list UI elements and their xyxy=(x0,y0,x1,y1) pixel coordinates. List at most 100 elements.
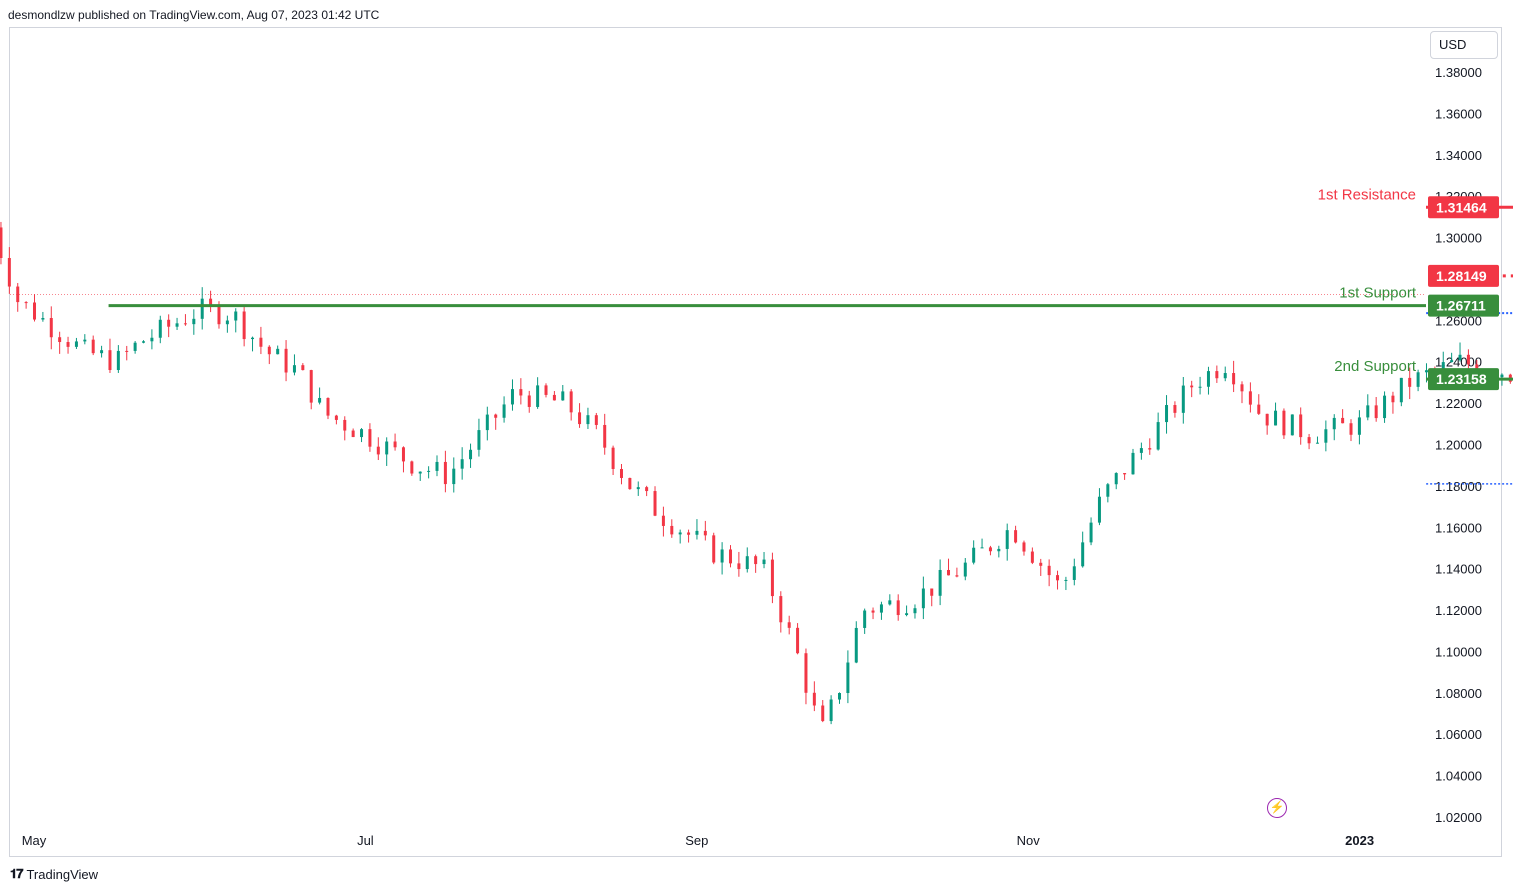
candle-body xyxy=(1332,417,1336,430)
candle-body xyxy=(938,569,942,596)
candle-body xyxy=(469,449,473,460)
y-tick-label: 1.26000 xyxy=(1435,313,1482,328)
candle-body xyxy=(242,311,246,340)
candle-body xyxy=(1022,542,1026,552)
y-tick-label: 1.38000 xyxy=(1435,65,1482,80)
candle-body xyxy=(116,350,120,371)
candle-body xyxy=(167,319,171,327)
candle-body xyxy=(41,318,45,320)
candle-body xyxy=(527,395,531,407)
currency-selector[interactable]: USD xyxy=(1430,31,1498,59)
candle-body xyxy=(712,535,716,563)
candle-body xyxy=(494,414,498,418)
candle-body xyxy=(225,320,229,325)
candle-body xyxy=(502,404,506,418)
candle-body xyxy=(267,346,271,355)
candle-body xyxy=(66,342,70,347)
candle-body xyxy=(1047,565,1051,576)
price-tag xyxy=(1428,294,1499,317)
candle-body xyxy=(410,461,414,474)
candle-body xyxy=(737,563,741,570)
candle-body xyxy=(1500,374,1504,378)
candle-body xyxy=(921,588,925,609)
candle-body xyxy=(276,348,280,355)
lightning-icon[interactable]: ⚡ xyxy=(1267,798,1287,818)
candle-body xyxy=(871,610,875,613)
candle-body xyxy=(1173,405,1177,413)
candle-body xyxy=(611,447,615,469)
candle-body xyxy=(318,397,322,403)
candle-body xyxy=(829,699,833,722)
price-tag-label: 1.31464 xyxy=(1436,199,1487,215)
candle-body xyxy=(762,559,766,565)
candle-body xyxy=(1274,410,1278,426)
x-tick-label: Jul xyxy=(357,833,374,848)
candle-body xyxy=(360,429,364,438)
candle-body xyxy=(443,461,447,485)
candle-body xyxy=(879,604,883,613)
y-tick-label: 1.30000 xyxy=(1435,231,1482,246)
candle-body xyxy=(1114,473,1118,485)
candle-body xyxy=(1030,551,1034,563)
y-tick-label: 1.06000 xyxy=(1435,727,1482,742)
price-tag-label: 1.23158 xyxy=(1436,371,1487,387)
candle-body xyxy=(569,391,573,413)
candle-body xyxy=(670,525,674,535)
tradingview-logo-icon: 𝟏𝟕 xyxy=(10,866,24,881)
y-tick-label: 1.20000 xyxy=(1435,438,1482,453)
candle-body xyxy=(594,415,598,425)
candle-body xyxy=(636,487,640,490)
candle-body xyxy=(653,491,657,516)
candle-body xyxy=(343,419,347,431)
candle-body xyxy=(376,446,380,455)
candle-body xyxy=(1131,452,1135,475)
candle-body xyxy=(351,430,355,438)
y-tick-label: 1.34000 xyxy=(1435,148,1482,163)
candle-body xyxy=(854,627,858,663)
candle-body xyxy=(1315,442,1319,444)
candle-body xyxy=(1190,385,1194,388)
candle-body xyxy=(1324,429,1328,443)
candle-body xyxy=(561,391,565,401)
candle-body xyxy=(1416,372,1420,387)
candle-body xyxy=(477,430,481,450)
y-tick-label: 1.02000 xyxy=(1435,810,1482,825)
candle-body xyxy=(519,389,523,396)
candle-body xyxy=(460,459,464,469)
candle-body xyxy=(1248,391,1252,405)
candle-body xyxy=(49,318,53,338)
candle-body xyxy=(645,487,649,492)
y-tick-label: 1.14000 xyxy=(1435,562,1482,577)
candle-body xyxy=(1056,575,1060,581)
y-tick-label: 1.08000 xyxy=(1435,686,1482,701)
candle-body xyxy=(779,596,783,623)
candle-body xyxy=(1399,377,1403,403)
y-tick-label: 1.04000 xyxy=(1435,769,1482,784)
candle-body xyxy=(1341,417,1345,424)
candle-body xyxy=(24,302,28,304)
candle-body xyxy=(217,305,221,325)
candle-body xyxy=(368,429,372,447)
candle-body xyxy=(552,394,556,401)
candle-body xyxy=(150,337,154,342)
candle-body xyxy=(997,548,1001,552)
candle-body xyxy=(1408,377,1412,387)
candle-body xyxy=(418,471,422,474)
x-tick-label: May xyxy=(22,833,47,848)
candle-body xyxy=(846,662,850,694)
candle-body xyxy=(1097,496,1101,523)
candle-body xyxy=(905,613,909,616)
candle-body xyxy=(58,337,62,343)
candle-body xyxy=(796,627,800,654)
candle-body xyxy=(209,298,213,306)
candle-body xyxy=(955,575,959,577)
candle-body xyxy=(108,350,112,371)
candle-body xyxy=(888,600,892,605)
candle-body xyxy=(1206,371,1210,387)
y-tick-label: 1.16000 xyxy=(1435,520,1482,535)
candle-body xyxy=(1139,448,1143,453)
candle-body xyxy=(0,227,3,259)
candle-body xyxy=(687,532,691,535)
candle-body xyxy=(1072,566,1076,580)
